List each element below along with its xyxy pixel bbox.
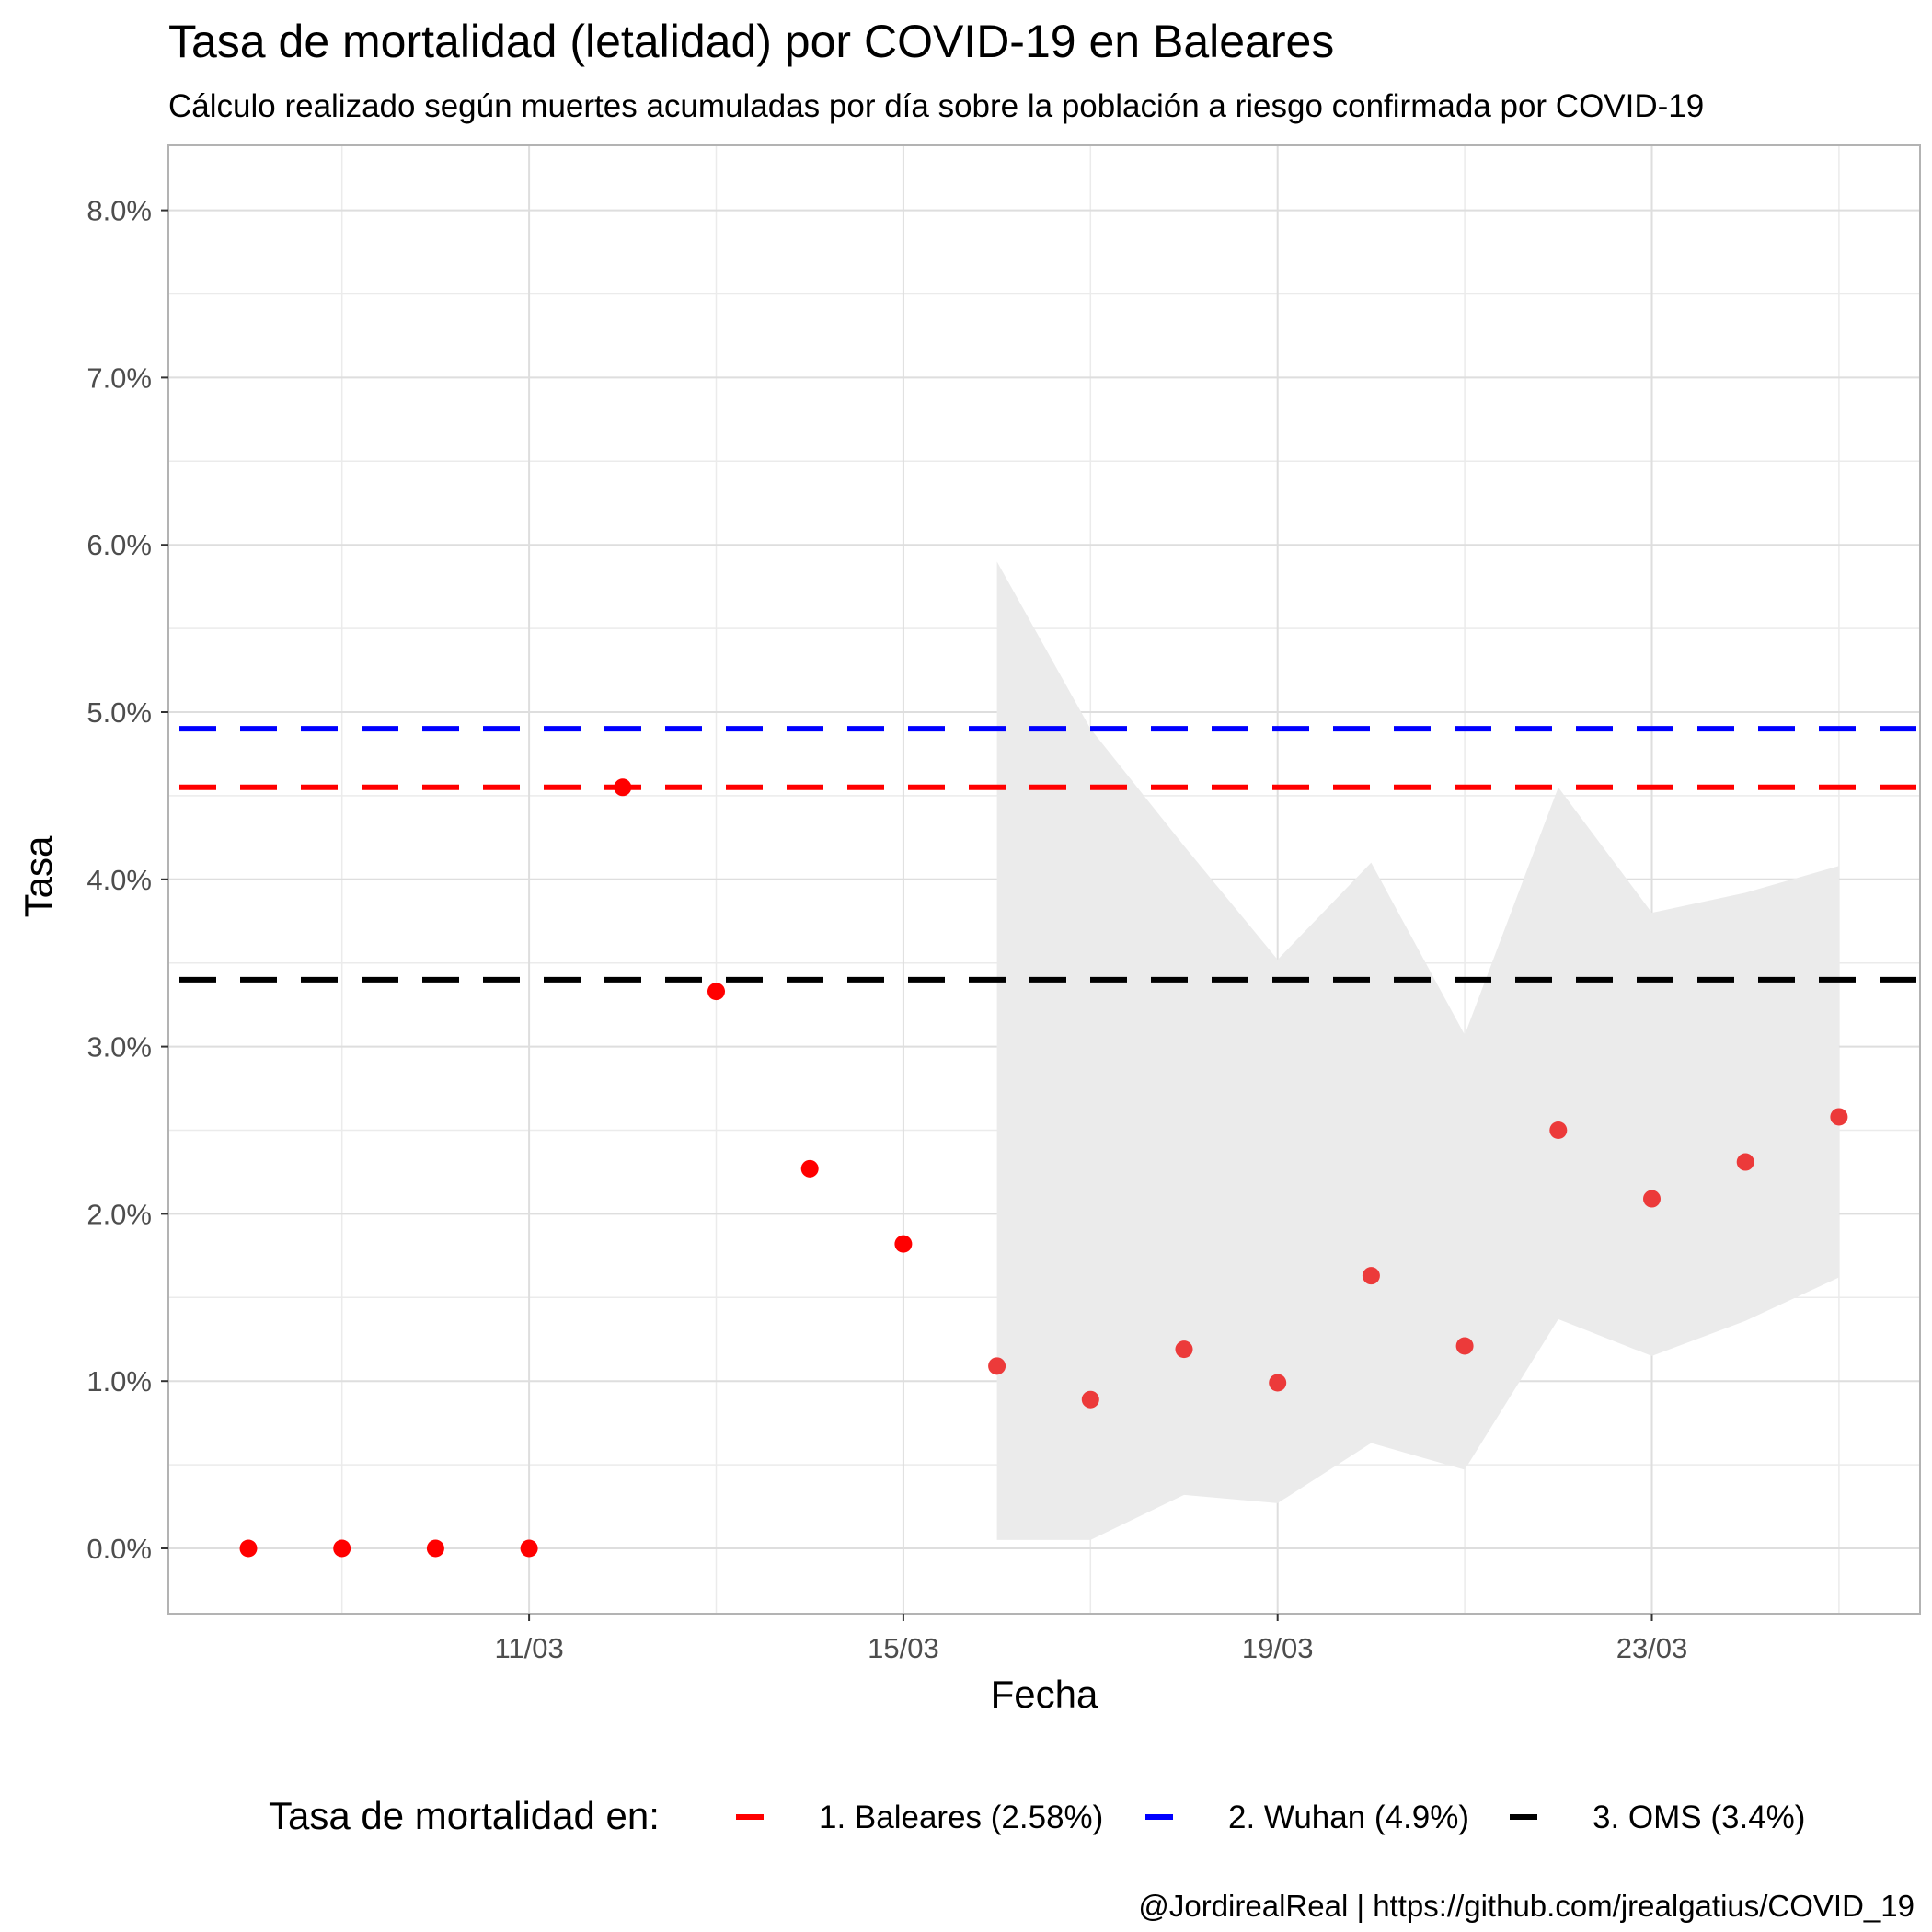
confidence-ribbon-layer <box>996 561 1839 1540</box>
legend-label-3: 3. OMS (3.4%) <box>1593 1800 1805 1835</box>
legend-label-2: 2. Wuhan (4.9%) <box>1228 1800 1469 1835</box>
x-tick-label: 19/03 <box>1242 1632 1314 1664</box>
confidence-ribbon <box>996 561 1839 1540</box>
data-point <box>1549 1121 1568 1139</box>
x-axis-title: Fecha <box>991 1673 1098 1716</box>
x-tick-label: 11/03 <box>494 1632 563 1664</box>
legend-title: Tasa de mortalidad en: <box>269 1794 660 1837</box>
data-point <box>1830 1108 1848 1126</box>
y-axis-ticks: 0.0% 1.0% 2.0% 3.0% 4.0% 5.0% 6.0% 7.0% 8.0% <box>86 195 168 1565</box>
y-tick-label: 7.0% <box>86 362 152 394</box>
y-tick-label: 2.0% <box>86 1198 152 1230</box>
caption: @JordirealReal | https://github.com/jrea… <box>1138 1889 1915 1923</box>
data-point <box>333 1539 351 1558</box>
data-point <box>1175 1340 1193 1359</box>
data-point <box>1362 1267 1380 1285</box>
y-tick-label: 4.0% <box>86 864 152 896</box>
y-tick-label: 3.0% <box>86 1031 152 1064</box>
data-point <box>520 1539 538 1558</box>
y-tick-label: 1.0% <box>86 1365 152 1397</box>
x-tick-label: 23/03 <box>1616 1632 1688 1664</box>
legend: Tasa de mortalidad en: 1. Baleares (2.58… <box>269 1794 1805 1837</box>
data-point <box>707 983 725 1001</box>
plot-panel <box>167 144 1921 1615</box>
legend-label-1: 1. Baleares (2.58%) <box>819 1800 1103 1835</box>
y-axis-title: Tasa <box>17 835 60 917</box>
x-axis-ticks: 11/03 15/03 19/03 23/03 <box>494 1614 1687 1664</box>
data-point <box>614 778 632 797</box>
data-point <box>1736 1153 1754 1171</box>
data-point <box>800 1159 819 1178</box>
data-point <box>894 1235 913 1253</box>
data-point <box>1269 1374 1287 1392</box>
y-tick-label: 8.0% <box>86 195 152 227</box>
chart-title: Tasa de mortalidad (letalidad) por COVID… <box>168 16 1334 67</box>
data-point <box>1455 1337 1474 1355</box>
y-tick-label: 6.0% <box>86 529 152 561</box>
y-tick-label: 0.0% <box>86 1533 152 1565</box>
x-tick-label: 15/03 <box>868 1632 939 1664</box>
chart-subtitle: Cálculo realizado según muertes acumulad… <box>168 88 1704 124</box>
data-point <box>239 1539 258 1558</box>
data-point <box>426 1539 444 1558</box>
data-point <box>1081 1390 1099 1409</box>
data-point <box>1643 1190 1661 1208</box>
reference-lines <box>168 726 1920 983</box>
data-points <box>239 778 1848 1558</box>
y-tick-label: 5.0% <box>86 696 152 729</box>
data-point <box>988 1357 1006 1375</box>
